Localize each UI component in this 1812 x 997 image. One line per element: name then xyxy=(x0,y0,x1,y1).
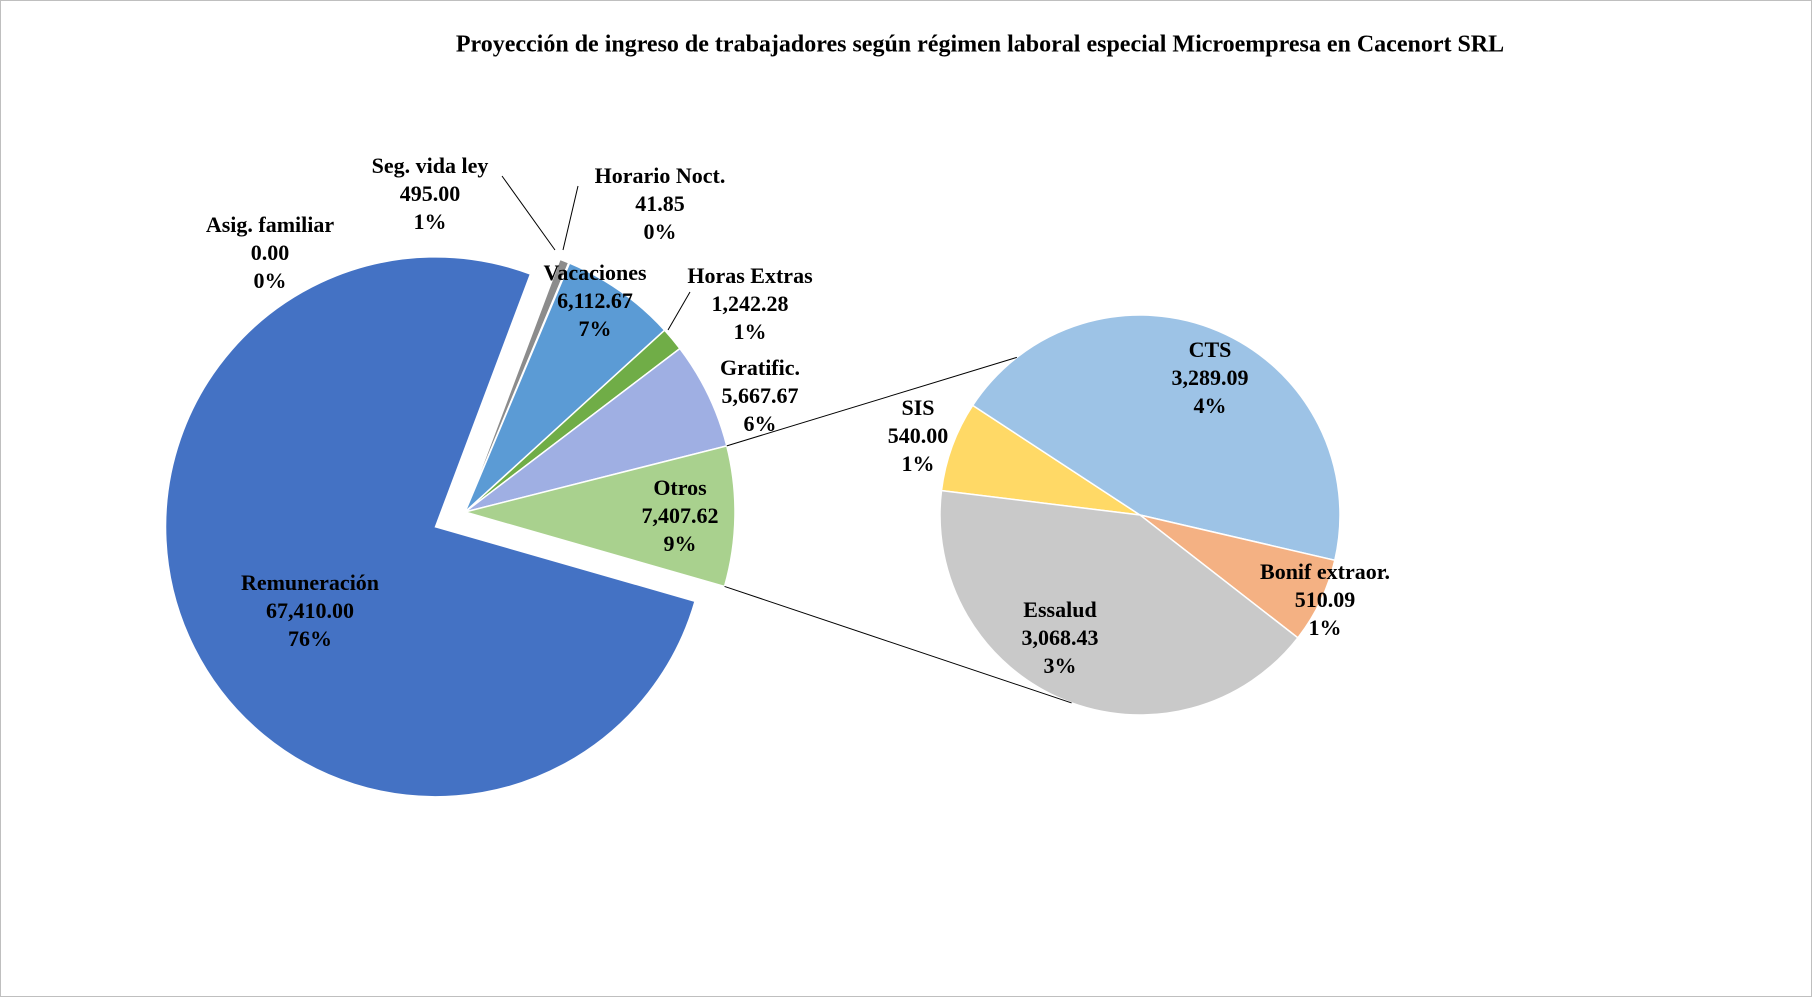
slice-category-label: Bonif extraor. xyxy=(1260,559,1390,584)
slice-category-label: Essalud xyxy=(1023,597,1096,622)
slice-value-label: 67,410.00 xyxy=(266,598,354,623)
slice-percent-label: 1% xyxy=(734,319,767,344)
slice-value-label: 495.00 xyxy=(400,181,461,206)
slice-percent-label: 7% xyxy=(579,316,612,341)
connector-line xyxy=(724,585,1072,704)
slice-category-label: SIS xyxy=(901,395,934,420)
slice-category-label: Vacaciones xyxy=(543,260,647,285)
slice-percent-label: 6% xyxy=(744,411,777,436)
slice-category-label: Horas Extras xyxy=(687,263,813,288)
slice-percent-label: 1% xyxy=(414,209,447,234)
slice-percent-label: 9% xyxy=(664,531,697,556)
slice-category-label: Otros xyxy=(653,475,707,500)
pie-slice xyxy=(164,256,696,798)
secondary-pie-slice xyxy=(971,314,1341,562)
slice-percent-label: 1% xyxy=(902,451,935,476)
slice-value-label: 1,242.28 xyxy=(712,291,789,316)
slice-percent-label: 0% xyxy=(644,219,677,244)
slice-value-label: 5,667.67 xyxy=(722,383,799,408)
slice-percent-label: 4% xyxy=(1194,393,1227,418)
slice-value-label: 540.00 xyxy=(888,423,949,448)
pie-slice xyxy=(462,444,736,588)
slice-percent-label: 76% xyxy=(288,626,332,651)
slice-category-label: CTS xyxy=(1189,337,1232,362)
slice-percent-label: 3% xyxy=(1044,653,1077,678)
slice-category-label: Asig. familiar xyxy=(206,212,335,237)
slice-category-label: Seg. vida ley xyxy=(372,153,489,178)
slice-value-label: 3,289.09 xyxy=(1172,365,1249,390)
chart-title: Proyección de ingreso de trabajadores se… xyxy=(456,32,1504,58)
leader-line xyxy=(501,175,556,251)
slice-value-label: 0.00 xyxy=(251,240,290,265)
slice-percent-label: 0% xyxy=(254,268,287,293)
slice-category-label: Remuneración xyxy=(241,570,379,595)
slice-value-label: 41.85 xyxy=(635,191,685,216)
leader-line xyxy=(667,291,691,331)
connector-line xyxy=(726,356,1018,447)
slice-value-label: 510.09 xyxy=(1295,587,1356,612)
slice-percent-label: 1% xyxy=(1309,615,1342,640)
slice-category-label: Gratific. xyxy=(720,355,800,380)
slice-value-label: 6,112.67 xyxy=(557,288,633,313)
pie-slice xyxy=(464,262,666,513)
slice-value-label: 3,068.43 xyxy=(1022,625,1099,650)
slice-value-label: 7,407.62 xyxy=(642,503,719,528)
leader-line xyxy=(562,185,579,251)
slice-category-label: Horario Noct. xyxy=(595,163,726,188)
